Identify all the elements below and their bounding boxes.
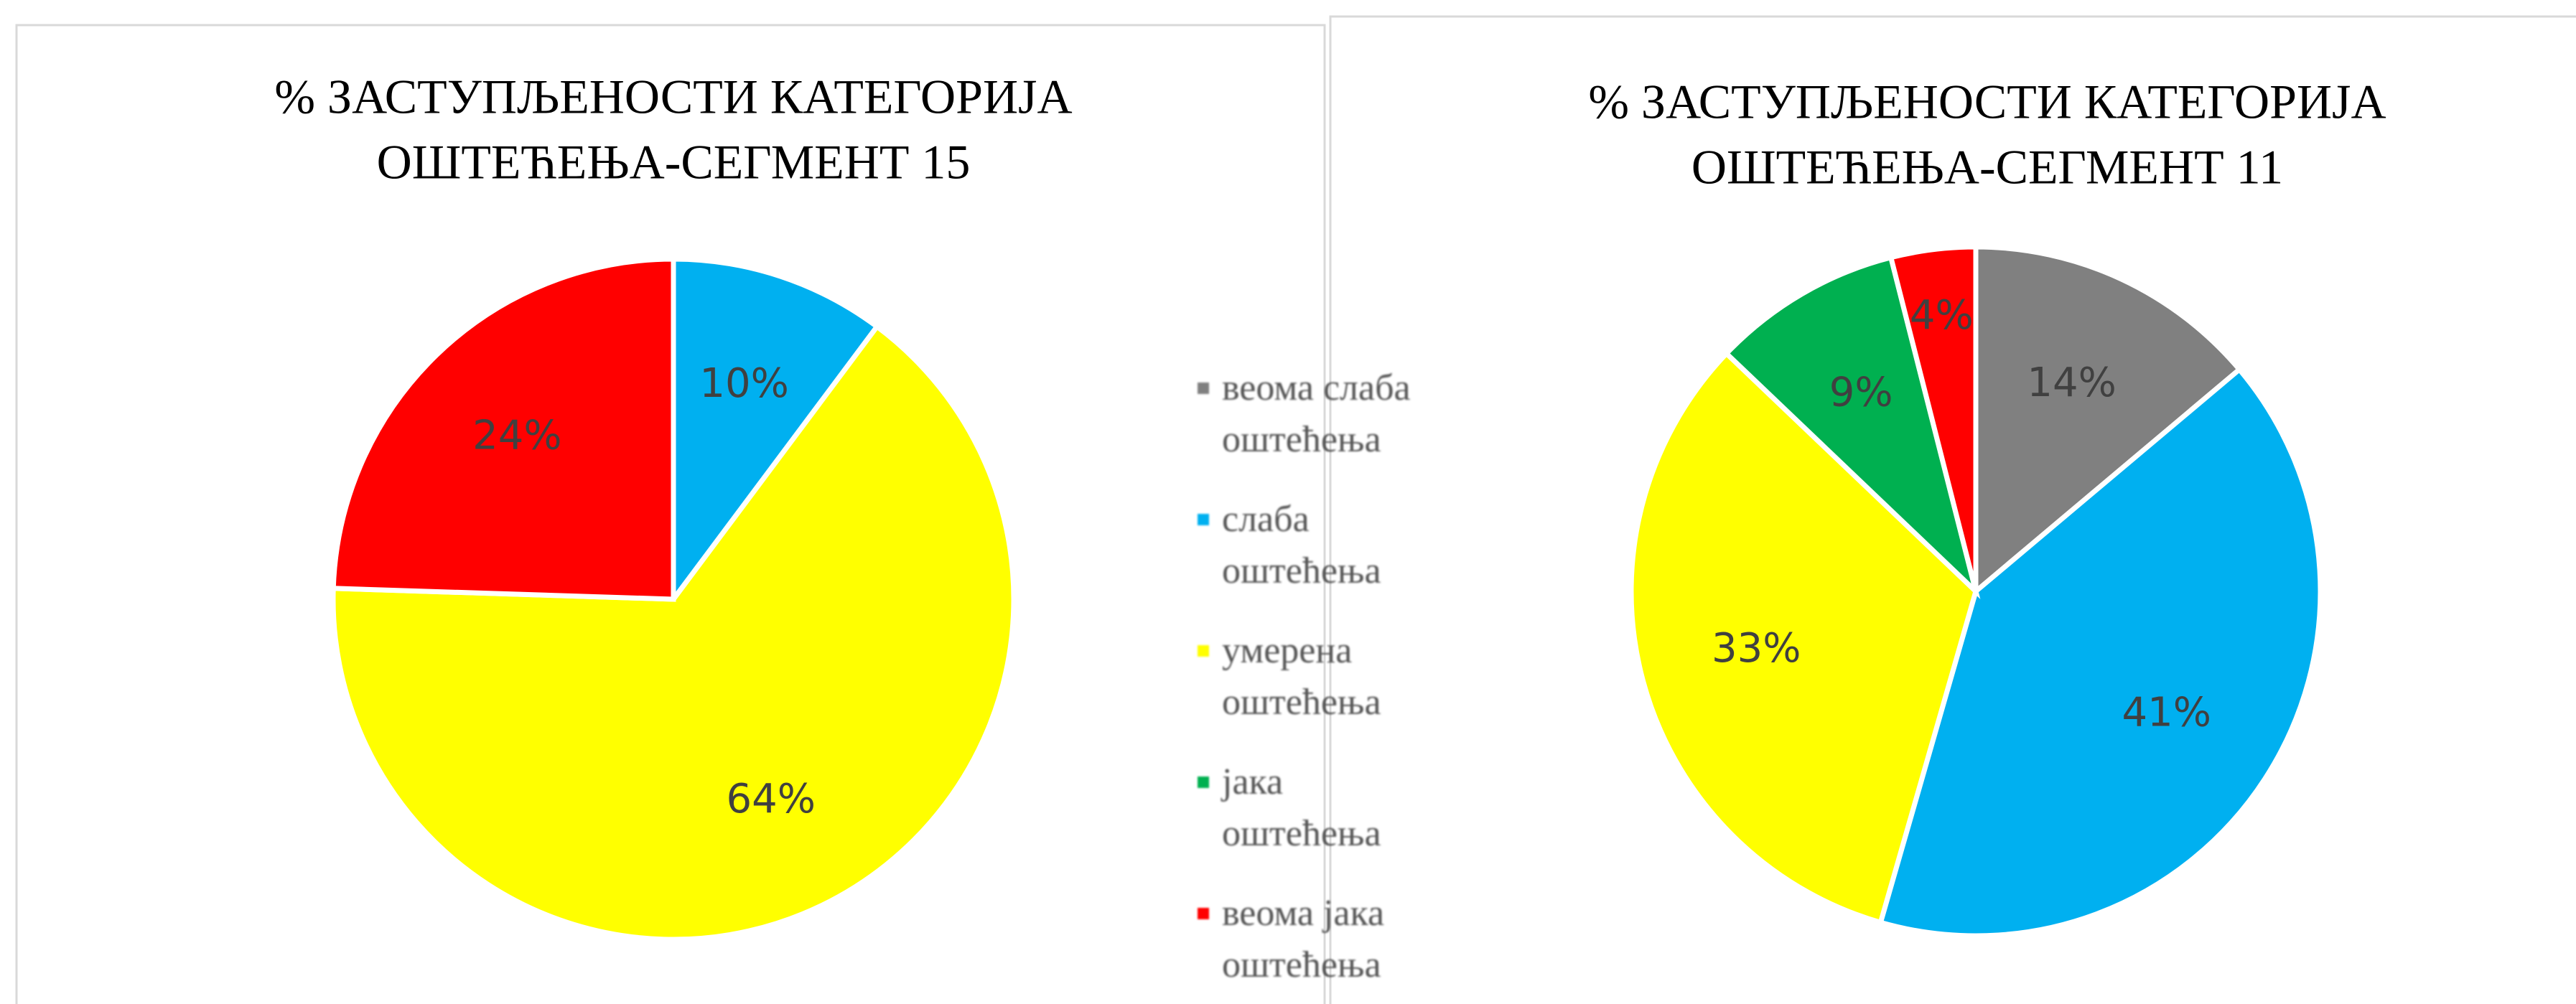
legend-label: веома јака оштећења (1222, 893, 1385, 985)
data-label: 24% (472, 412, 561, 459)
pie-slice (330, 323, 1017, 942)
data-label: 10% (699, 360, 788, 407)
pie-slice (671, 256, 881, 607)
chart-title: ОШТЕЋЕЊА-СЕГМЕНТ 11 (1691, 140, 2283, 194)
legend-item: веома слаба оштећења (1198, 362, 1434, 494)
pie-slice (1628, 349, 1979, 926)
pie-slice (1973, 244, 2244, 597)
pie-slice (1722, 254, 1981, 599)
pie-slice (330, 256, 676, 602)
legend-label: слаба оштећења (1222, 499, 1381, 591)
chart-title: % ЗАСТУПЉЕНОСТИ КАТЕГОРИЈА (274, 70, 1072, 124)
legend-label: умерена оштећења (1222, 630, 1381, 723)
legend-swatch (1198, 383, 1209, 394)
chart-title: % ЗАСТУПЉЕНОСТИ КАТЕГОРИЈА (1588, 75, 2386, 129)
pie-slice (1887, 244, 1979, 592)
data-label: 33% (1712, 625, 1801, 672)
legend-item: јака оштећења (1198, 756, 1434, 888)
data-label: 14% (2027, 360, 2116, 406)
legend-item: умерена оштећења (1198, 625, 1434, 756)
legend-swatch (1198, 514, 1209, 525)
legend-item: веома јака оштећења (1198, 888, 1434, 1004)
pie-slice (1877, 365, 2323, 939)
data-label: 64% (727, 776, 816, 822)
legend-swatch (1198, 908, 1209, 919)
legend-item: слаба оштећења (1198, 494, 1434, 625)
panel-right (1329, 15, 2576, 1004)
legend: веома слаба оштећења слаба оштећења умерен… (1198, 362, 1434, 1004)
legend-swatch (1198, 777, 1209, 788)
data-label: 4% (1910, 292, 1974, 339)
data-label: 41% (2122, 690, 2211, 736)
panel-left (15, 24, 1326, 1004)
legend-swatch (1198, 645, 1209, 657)
legend-label: веома слаба оштећења (1222, 367, 1411, 460)
legend-label: јака оштећења (1222, 761, 1381, 854)
chart-title: ОШТЕЋЕЊА-СЕГМЕНТ 15 (377, 135, 971, 189)
data-label: 9% (1829, 370, 1893, 416)
